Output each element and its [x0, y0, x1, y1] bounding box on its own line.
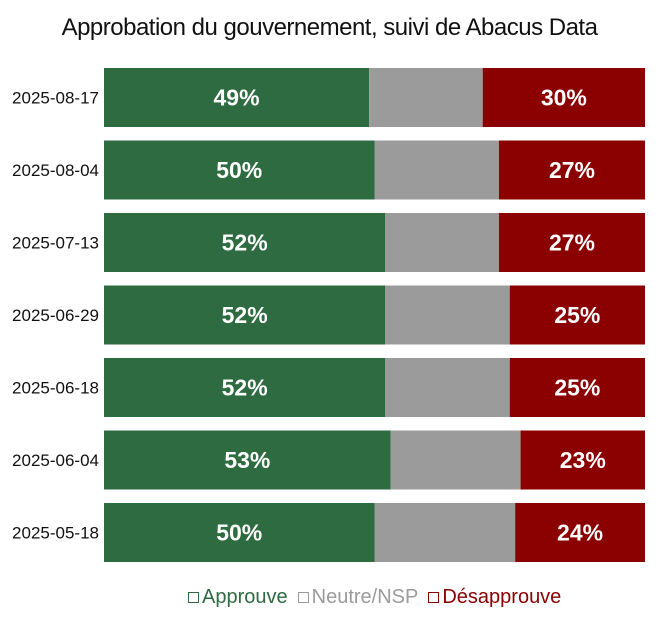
- bar-segment: [104, 503, 375, 562]
- data-label: 27%: [549, 157, 595, 183]
- bar-segment: [390, 430, 521, 490]
- legend-label-approuve: Approuve: [202, 586, 288, 608]
- data-label: 25%: [554, 375, 600, 401]
- bar-segment: [515, 503, 645, 562]
- bar-segment: [104, 140, 375, 200]
- bar-segment: [520, 430, 645, 490]
- bar-segment: [374, 503, 516, 562]
- bar-segment: [385, 213, 499, 272]
- category-label: 2025-07-13: [12, 234, 99, 253]
- data-label: 50%: [216, 157, 262, 183]
- legend-swatch-neutre: [297, 592, 309, 603]
- data-label: 24%: [557, 520, 603, 546]
- bar-segment: [104, 68, 370, 127]
- bar-segment: [385, 358, 510, 417]
- chart-title: Approbation du gouvernement, suivi de Ab…: [61, 14, 598, 41]
- legend-item-approuve: Approuve: [188, 586, 288, 609]
- legend: Approuve Neutre/NSP Désapprouve: [188, 586, 571, 609]
- legend-swatch-desapprouve: [428, 592, 440, 603]
- data-label: 50%: [216, 520, 262, 546]
- bar-segment: [104, 430, 391, 490]
- category-label: 2025-06-29: [12, 306, 99, 325]
- legend-item-desapprouve: Désapprouve: [428, 586, 561, 609]
- data-label: 52%: [222, 375, 268, 401]
- bar-segment: [104, 358, 386, 417]
- data-label: 23%: [560, 447, 606, 473]
- bar-segment: [482, 68, 645, 127]
- bar-segment: [498, 140, 645, 200]
- data-label: 52%: [222, 302, 268, 328]
- bar-segment: [369, 68, 483, 127]
- data-label: 52%: [222, 230, 268, 256]
- bar-segment: [104, 213, 386, 272]
- bar-segment: [509, 358, 645, 417]
- bar-segment: [374, 140, 499, 200]
- data-label: 30%: [541, 85, 587, 111]
- legend-swatch-approuve: [188, 592, 199, 603]
- category-label: 2025-06-04: [12, 451, 99, 470]
- bar-segment: [385, 285, 510, 345]
- data-label: 27%: [549, 230, 595, 256]
- bar-segment: [498, 213, 645, 272]
- stacked-bar-chart: 2025-08-17 49% 30% 2025-08-04 50% 27% 2025-07-…: [12, 68, 645, 562]
- category-label: 2025-06-18: [12, 379, 99, 398]
- data-label: 49%: [214, 85, 260, 111]
- bar-segment: [104, 285, 386, 345]
- data-label: 25%: [554, 302, 600, 328]
- category-label: 2025-05-18: [12, 524, 99, 543]
- bar-segment: [509, 285, 645, 345]
- category-label: 2025-08-17: [12, 89, 99, 108]
- legend-label-desapprouve: Désapprouve: [442, 586, 562, 608]
- legend-label-neutre: Neutre/NSP: [311, 586, 419, 608]
- legend-item-neutre: Neutre/NSP: [297, 586, 419, 609]
- data-label: 53%: [224, 447, 270, 473]
- category-label: 2025-08-04: [12, 161, 99, 180]
